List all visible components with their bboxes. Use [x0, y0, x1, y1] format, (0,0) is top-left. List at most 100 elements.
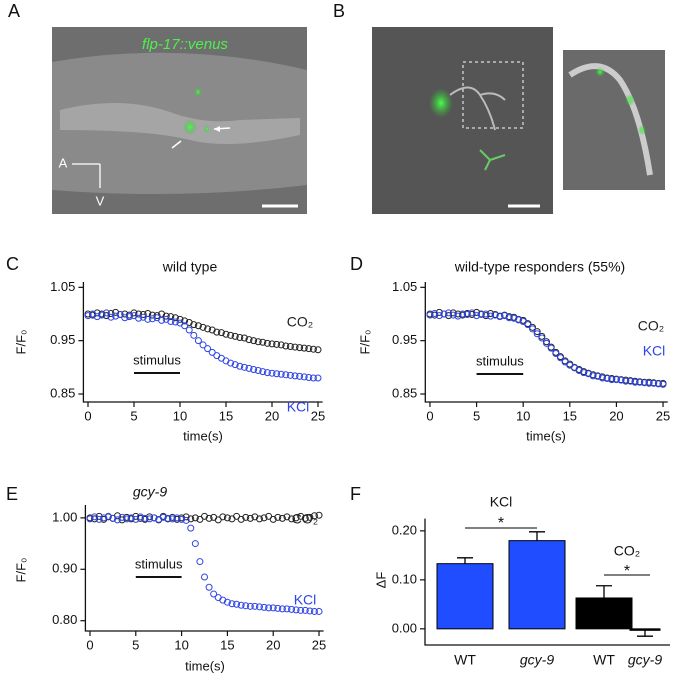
bar: [575, 597, 633, 630]
data-point: [283, 605, 291, 613]
x-tick-label: gcy-9: [520, 652, 554, 668]
data-point: [291, 343, 299, 351]
y-tick-label: 1.00: [52, 509, 77, 524]
data-point: [205, 583, 213, 591]
data-point: [449, 311, 457, 319]
orientation-label: A: [59, 155, 68, 170]
data-point: [251, 513, 259, 521]
x-tick-label: 15: [219, 408, 233, 423]
data-point: [178, 515, 186, 523]
data-point: [659, 380, 667, 388]
stimulus-label: stimulus: [133, 352, 181, 367]
data-point: [524, 321, 532, 329]
data-point: [282, 342, 290, 350]
y-tick-label: 0.85: [392, 385, 417, 400]
error-bar: [457, 557, 473, 564]
data-point: [265, 604, 273, 612]
data-point: [477, 311, 485, 319]
data-point: [274, 604, 282, 612]
data-point: [109, 514, 117, 522]
data-point: [459, 310, 467, 318]
data-point: [86, 515, 94, 523]
data-point: [519, 317, 527, 325]
data-point: [107, 313, 115, 321]
x-tick-label: 25: [311, 408, 325, 423]
y-axis-label: F/F₀: [357, 330, 372, 355]
error-bar: [596, 585, 612, 598]
data-point: [454, 310, 462, 318]
data-point: [263, 339, 271, 347]
data-point: [640, 379, 648, 387]
x-tick-label: 25: [656, 408, 670, 423]
data-point: [190, 331, 198, 339]
data-point: [251, 602, 259, 610]
data-point: [187, 524, 195, 532]
data-point: [300, 344, 308, 352]
x-tick-label: 0: [426, 408, 433, 423]
y-tick-label: 0.10: [392, 571, 417, 586]
data-point: [268, 369, 276, 377]
data-point: [314, 346, 322, 354]
data-point: [300, 373, 308, 381]
x-tick-label: 5: [130, 408, 137, 423]
data-point: [236, 333, 244, 341]
axes: [84, 505, 324, 632]
data-point: [435, 312, 443, 320]
data-point: [310, 512, 318, 520]
x-tick-label: WT: [454, 652, 476, 668]
data-point: [227, 359, 235, 367]
data-point: [273, 340, 281, 348]
data-point: [301, 606, 309, 614]
chart-title: wild type: [162, 259, 218, 275]
data-point: [259, 368, 267, 376]
panel-label: A: [8, 1, 20, 21]
x-tick-label: gcy-9: [628, 652, 662, 668]
bar: [629, 628, 661, 631]
data-point: [199, 323, 207, 331]
data-point: [636, 378, 644, 386]
micrograph-b: [372, 27, 665, 214]
data-point: [187, 515, 195, 523]
data-point: [306, 607, 314, 615]
data-point: [255, 515, 263, 523]
series-label: KCl: [287, 399, 310, 415]
data-point: [141, 514, 149, 522]
series-label: CO₂: [292, 511, 318, 527]
data-point: [102, 309, 110, 317]
data-point: [233, 600, 241, 608]
y-axis-label: F/F₀: [13, 558, 28, 583]
data-point: [231, 332, 239, 340]
data-point: [167, 317, 175, 325]
data-point: [487, 309, 495, 317]
data-point: [310, 607, 318, 615]
data-point: [449, 309, 457, 317]
data-point: [259, 338, 267, 346]
data-point: [164, 514, 172, 522]
data-point: [263, 369, 271, 377]
y-axis-label: F/F₀: [13, 330, 28, 355]
y-tick-label: 0.20: [392, 522, 417, 537]
data-point: [254, 338, 262, 346]
data-point: [296, 372, 304, 380]
x-tick-label: 5: [132, 637, 139, 652]
x-tick-label: 0: [86, 637, 93, 652]
y-tick-label: 0.90: [52, 561, 77, 576]
data-point: [286, 371, 294, 379]
data-point: [245, 336, 253, 344]
data-point: [194, 322, 202, 330]
data-point: [223, 598, 231, 606]
data-point: [242, 602, 250, 610]
data-point: [538, 334, 546, 342]
data-point: [210, 590, 218, 598]
data-point: [204, 325, 212, 333]
data-point: [529, 325, 537, 333]
data-point: [543, 339, 550, 347]
significance-star: *: [624, 563, 630, 580]
data-point: [205, 514, 213, 522]
data-point: [228, 600, 236, 608]
data-point: [191, 540, 199, 548]
data-point: [580, 369, 588, 377]
data-point: [533, 330, 541, 338]
data-point: [245, 364, 253, 372]
